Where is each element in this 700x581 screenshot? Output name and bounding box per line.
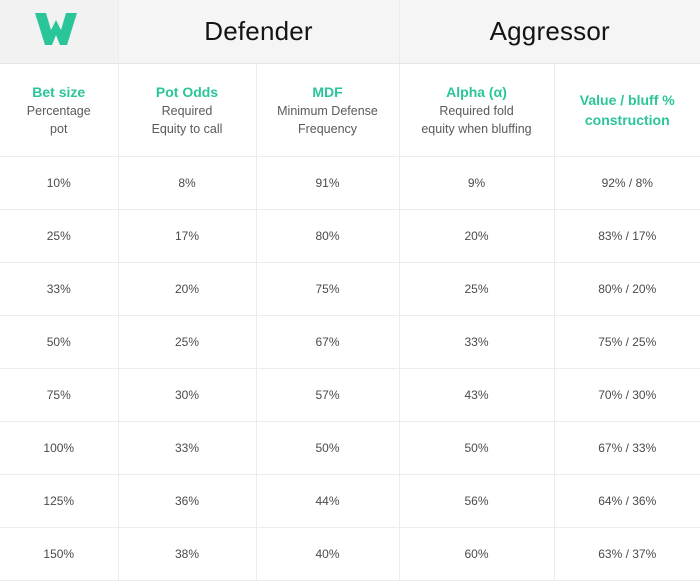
table-cell: 25% [399,263,554,316]
table-cell: 44% [256,475,399,528]
column-header-row: Bet size Percentage pot Pot Odds Require… [0,64,700,157]
column-header-alpha: Alpha (α) Required fold equity when bluf… [399,64,554,157]
table-cell: 67% [256,316,399,369]
table-cell: 75% / 25% [554,316,700,369]
table-row: 100%33%50%50%67% / 33% [0,422,700,475]
defender-group-header: Defender [118,0,399,64]
table-cell: 43% [399,369,554,422]
table-cell: 67% / 33% [554,422,700,475]
table-row: 50%25%67%33%75% / 25% [0,316,700,369]
table-cell: 20% [118,263,256,316]
table-row: 10%8%91%9%92% / 8% [0,157,700,210]
column-title: Pot Odds [119,82,256,102]
w-logo-icon [34,12,78,46]
table-cell: 33% [0,263,118,316]
table-row: 75%30%57%43%70% / 30% [0,369,700,422]
table-cell: 83% / 17% [554,210,700,263]
table-cell: 50% [399,422,554,475]
table-cell: 92% / 8% [554,157,700,210]
column-title: construction [555,110,700,130]
column-title: Bet size [0,82,118,102]
table-cell: 10% [0,157,118,210]
table-row: 125%36%44%56%64% / 36% [0,475,700,528]
column-title: Value / bluff % [555,90,700,110]
table-cell: 70% / 30% [554,369,700,422]
table-cell: 63% / 37% [554,528,700,581]
table-row: 25%17%80%20%83% / 17% [0,210,700,263]
column-header-mdf: MDF Minimum Defense Frequency [256,64,399,157]
column-subtitle: Frequency [257,120,399,138]
table-cell: 60% [399,528,554,581]
column-subtitle: Required [119,102,256,120]
table-cell: 50% [0,316,118,369]
table-body: 10%8%91%9%92% / 8%25%17%80%20%83% / 17%3… [0,157,700,581]
table-cell: 64% / 36% [554,475,700,528]
table-cell: 57% [256,369,399,422]
column-subtitle: Required fold [400,102,554,120]
table-cell: 75% [0,369,118,422]
column-subtitle: Percentage [0,102,118,120]
table-cell: 80% / 20% [554,263,700,316]
table-cell: 50% [256,422,399,475]
column-header-value-bluff: Value / bluff % construction [554,64,700,157]
table-cell: 20% [399,210,554,263]
table-cell: 91% [256,157,399,210]
column-subtitle: pot [0,120,118,138]
table-row: 150%38%40%60%63% / 37% [0,528,700,581]
aggressor-group-header: Aggressor [399,0,700,64]
table-cell: 80% [256,210,399,263]
table-cell: 40% [256,528,399,581]
table-cell: 25% [0,210,118,263]
column-subtitle: Minimum Defense [257,102,399,120]
table-cell: 38% [118,528,256,581]
table-cell: 100% [0,422,118,475]
table-cell: 9% [399,157,554,210]
aggressor-title: Aggressor [490,16,610,46]
table-cell: 150% [0,528,118,581]
column-header-bet-size: Bet size Percentage pot [0,64,118,157]
table-cell: 30% [118,369,256,422]
column-subtitle: equity when bluffing [400,120,554,138]
table-cell: 125% [0,475,118,528]
table-cell: 8% [118,157,256,210]
table-cell: 56% [399,475,554,528]
defender-title: Defender [204,16,313,46]
column-title: MDF [257,82,399,102]
table-row: 33%20%75%25%80% / 20% [0,263,700,316]
table-cell: 33% [118,422,256,475]
column-title: Alpha (α) [400,82,554,102]
table-cell: 33% [399,316,554,369]
table-cell: 36% [118,475,256,528]
table-cell: 75% [256,263,399,316]
logo-cell [0,0,118,64]
column-header-pot-odds: Pot Odds Required Equity to call [118,64,256,157]
table-cell: 25% [118,316,256,369]
table-cell: 17% [118,210,256,263]
group-header-row: Defender Aggressor [0,0,700,64]
column-subtitle: Equity to call [119,120,256,138]
